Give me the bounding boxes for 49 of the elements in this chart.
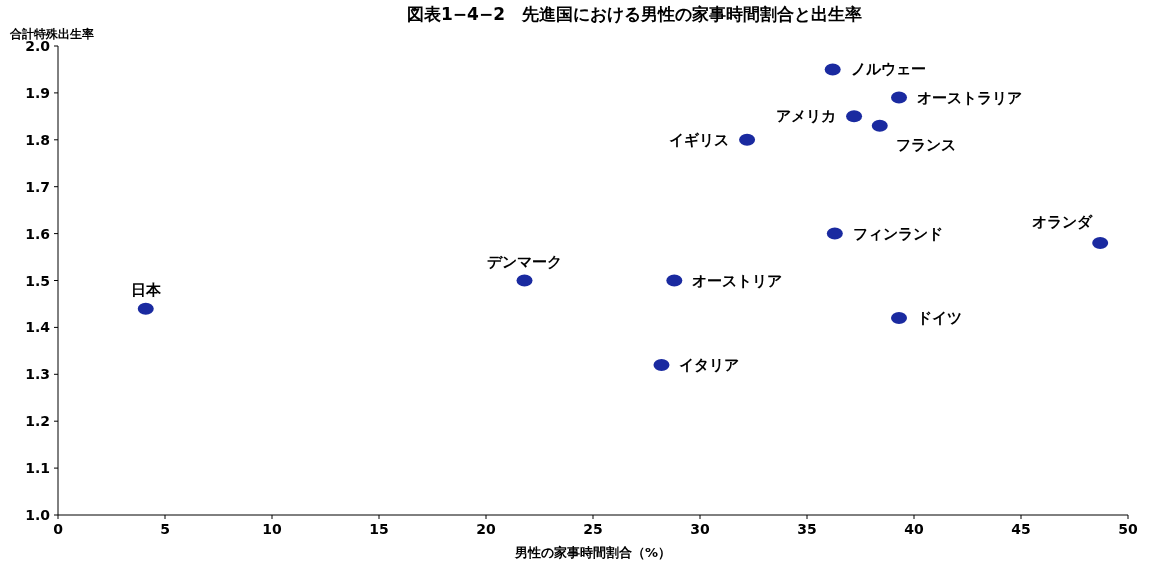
annotation: オーストリア bbox=[692, 271, 783, 290]
y-tick-label: 2.0 bbox=[25, 38, 51, 54]
y-tick-label: 1.3 bbox=[25, 366, 50, 383]
point bbox=[653, 358, 670, 371]
point bbox=[891, 312, 908, 325]
y-tick-label: 1.8 bbox=[25, 131, 50, 148]
point bbox=[1092, 236, 1109, 249]
y-tick-label: 1.6 bbox=[25, 225, 50, 242]
point bbox=[891, 91, 908, 104]
point bbox=[137, 302, 154, 315]
x-tick-label: 30 bbox=[690, 521, 710, 537]
annotation: オーストラリア bbox=[917, 88, 1023, 107]
x-tick-label: 20 bbox=[476, 521, 496, 537]
point bbox=[871, 119, 888, 132]
annotation: フランス bbox=[895, 135, 956, 154]
x-tick-label: 40 bbox=[904, 521, 924, 537]
y-tick-label: 1.4 bbox=[25, 319, 51, 336]
y-tick-label: 1.0 bbox=[25, 507, 51, 523]
x-tick-label: 50 bbox=[1118, 521, 1138, 537]
point bbox=[824, 63, 841, 76]
annotation: イタリア bbox=[679, 355, 740, 374]
x-tick-label: 45 bbox=[1011, 521, 1031, 537]
y-tick-label: 1.7 bbox=[25, 178, 50, 195]
x-tick-label: 15 bbox=[369, 521, 389, 537]
x-tick-label: 35 bbox=[797, 521, 817, 537]
annotation: デンマーク bbox=[487, 252, 563, 271]
annotation: 日本 bbox=[130, 280, 162, 299]
y-tick-label: 1.9 bbox=[25, 84, 50, 101]
point bbox=[739, 133, 756, 146]
chart-title: 図表1−4−2 先進国における男性の家事時間割合と出生率 bbox=[407, 4, 862, 24]
annotation: ノルウェー bbox=[850, 60, 926, 79]
annotation: イギリス bbox=[669, 130, 730, 149]
y-tick-label: 1.2 bbox=[25, 413, 50, 430]
annotation: アメリカ bbox=[776, 107, 837, 126]
y-tick-label: 1.1 bbox=[25, 460, 50, 477]
point bbox=[516, 274, 533, 287]
point bbox=[826, 227, 843, 240]
annotation: オランダ bbox=[1032, 212, 1094, 231]
x-tick-label: 25 bbox=[583, 521, 603, 537]
annotation: フィンランド bbox=[852, 224, 943, 243]
y-axis-title: 合計特殊出生率 bbox=[9, 27, 94, 41]
x-tick-label: 10 bbox=[262, 521, 282, 537]
point bbox=[846, 110, 863, 123]
annotation: ドイツ bbox=[917, 309, 963, 328]
x-tick-label: 5 bbox=[160, 521, 170, 537]
y-tick-label: 1.5 bbox=[25, 272, 50, 289]
x-axis-title: 男性の家事時間割合（%） bbox=[513, 545, 672, 560]
x-tick-label: 0 bbox=[53, 521, 64, 537]
point bbox=[666, 274, 683, 287]
